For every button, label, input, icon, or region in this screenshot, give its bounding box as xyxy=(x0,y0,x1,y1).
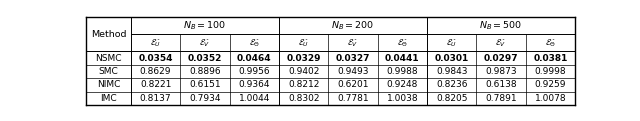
Text: 0.0327: 0.0327 xyxy=(336,54,370,63)
Text: NIMC: NIMC xyxy=(97,80,120,89)
Text: 0.8221: 0.8221 xyxy=(140,80,172,89)
Text: $N_B = 500$: $N_B = 500$ xyxy=(479,20,522,32)
Text: SMC: SMC xyxy=(99,67,118,76)
Text: 0.9873: 0.9873 xyxy=(485,67,517,76)
Text: $\mathcal{E}_{\hat{U}}$: $\mathcal{E}_{\hat{U}}$ xyxy=(446,37,457,49)
Text: 0.9248: 0.9248 xyxy=(387,80,418,89)
Text: $\mathcal{E}_{\hat{V}}$: $\mathcal{E}_{\hat{V}}$ xyxy=(495,37,507,49)
Text: 0.9998: 0.9998 xyxy=(534,67,566,76)
Text: 0.0441: 0.0441 xyxy=(385,54,420,63)
Text: 0.0352: 0.0352 xyxy=(188,54,222,63)
Text: $\mathcal{E}_{\hat{V}}$: $\mathcal{E}_{\hat{V}}$ xyxy=(348,37,358,49)
Text: 0.0464: 0.0464 xyxy=(237,54,271,63)
Text: 0.6138: 0.6138 xyxy=(485,80,517,89)
Text: Method: Method xyxy=(91,30,126,39)
Text: 0.8137: 0.8137 xyxy=(140,94,172,103)
Text: $\mathcal{E}_{\hat{\Theta}}$: $\mathcal{E}_{\hat{\Theta}}$ xyxy=(397,37,408,49)
Text: 0.0381: 0.0381 xyxy=(533,54,568,63)
Text: $\mathcal{E}_{\hat{\Theta}}$: $\mathcal{E}_{\hat{\Theta}}$ xyxy=(249,37,260,49)
Text: 0.7891: 0.7891 xyxy=(485,94,517,103)
Text: NSMC: NSMC xyxy=(95,54,122,63)
Text: $N_B = 100$: $N_B = 100$ xyxy=(184,20,227,32)
Text: 0.0301: 0.0301 xyxy=(435,54,468,63)
Text: 0.9402: 0.9402 xyxy=(288,67,319,76)
Text: 0.9493: 0.9493 xyxy=(337,67,369,76)
Text: 0.9364: 0.9364 xyxy=(239,80,270,89)
Text: $\mathcal{E}_{\hat{V}}$: $\mathcal{E}_{\hat{V}}$ xyxy=(199,37,211,49)
Text: $\mathcal{E}_{\hat{\Theta}}$: $\mathcal{E}_{\hat{\Theta}}$ xyxy=(545,37,556,49)
Text: 0.7934: 0.7934 xyxy=(189,94,221,103)
Text: 1.0038: 1.0038 xyxy=(387,94,418,103)
Text: 1.0078: 1.0078 xyxy=(534,94,566,103)
Text: 0.7781: 0.7781 xyxy=(337,94,369,103)
Text: 0.9259: 0.9259 xyxy=(534,80,566,89)
Text: $\mathcal{E}_{\hat{U}}$: $\mathcal{E}_{\hat{U}}$ xyxy=(150,37,161,49)
Text: 0.8205: 0.8205 xyxy=(436,94,467,103)
Text: 0.9843: 0.9843 xyxy=(436,67,467,76)
Text: 0.8629: 0.8629 xyxy=(140,67,172,76)
Text: 1.0044: 1.0044 xyxy=(239,94,270,103)
Text: 0.0354: 0.0354 xyxy=(138,54,173,63)
Text: $\mathcal{E}_{\hat{U}}$: $\mathcal{E}_{\hat{U}}$ xyxy=(298,37,309,49)
Text: 0.8302: 0.8302 xyxy=(288,94,319,103)
Text: 0.8212: 0.8212 xyxy=(288,80,319,89)
Text: 0.0329: 0.0329 xyxy=(286,54,321,63)
Text: 0.8236: 0.8236 xyxy=(436,80,467,89)
Text: IMC: IMC xyxy=(100,94,116,103)
Text: 0.9988: 0.9988 xyxy=(387,67,418,76)
Text: $N_B = 200$: $N_B = 200$ xyxy=(332,20,374,32)
Text: 0.8896: 0.8896 xyxy=(189,67,221,76)
Text: 0.6151: 0.6151 xyxy=(189,80,221,89)
Text: 0.0297: 0.0297 xyxy=(484,54,518,63)
Text: 0.9956: 0.9956 xyxy=(239,67,270,76)
Text: 0.6201: 0.6201 xyxy=(337,80,369,89)
